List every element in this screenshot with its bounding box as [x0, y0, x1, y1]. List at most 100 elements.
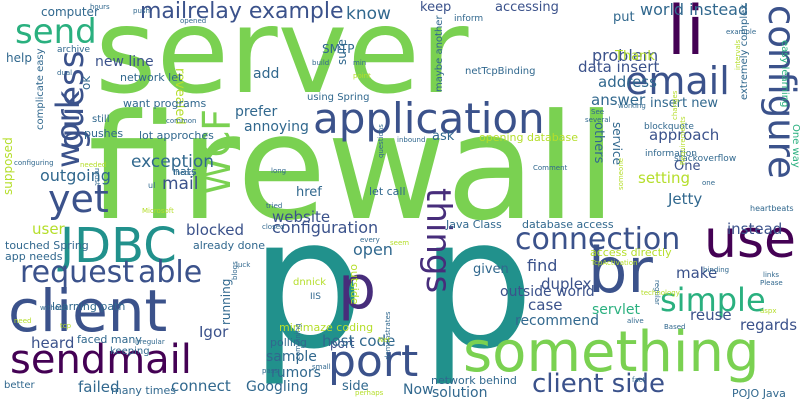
word-someone: someone [617, 157, 625, 190]
word-work: work [49, 90, 87, 168]
word-minimaze-coding: minimaze coding [279, 321, 374, 334]
word-duplex: duplex [541, 275, 592, 293]
word-example: example [726, 28, 757, 36]
word-must: must [93, 168, 101, 186]
word-binding: binding [703, 266, 730, 274]
word-nettcpbinding: netTcpBinding [465, 66, 536, 77]
word-app-needs: app needs [5, 250, 63, 263]
word-already-done: already done [193, 239, 266, 252]
word-net: Net [378, 336, 391, 344]
word-website: website [272, 208, 331, 226]
word-ask: ask [432, 129, 455, 144]
word-port-2: port [330, 337, 355, 351]
word-luck: luck [236, 261, 251, 269]
word-configuring: configuring [14, 159, 54, 167]
word-network-let: network let [120, 71, 183, 84]
word-reuse: reuse [690, 306, 732, 324]
word-approach: approach [649, 126, 720, 144]
word-p-small: p [338, 253, 377, 323]
word-googling: Googling [246, 379, 309, 395]
word-simple: simple [660, 281, 766, 319]
word-configuration: configuration [272, 218, 379, 237]
word-inform: inform [454, 14, 484, 24]
word-email: email [625, 59, 730, 103]
word-mail: mail [162, 174, 199, 194]
word-stackoverflow: stackoverflow [674, 154, 737, 164]
word-smtp: SMTP [322, 42, 355, 56]
word-based: Based [664, 323, 686, 331]
word-p-1: p [250, 180, 365, 389]
word-failed: failed [78, 378, 120, 396]
word-theory: theory [173, 169, 196, 177]
word-server: server [95, 0, 469, 120]
word-maybe-another: maybe another [434, 15, 445, 92]
word-find: find [527, 256, 558, 275]
word-sendmail: sendmail [10, 337, 192, 383]
word-blocked: blocked [186, 221, 245, 239]
word-pass: pass [262, 367, 279, 375]
word-thank: Thank [615, 49, 655, 64]
word-ul: ul [148, 181, 156, 190]
word-add: add [253, 66, 280, 82]
word-easy-learning: easy learning [779, 40, 790, 108]
word-recommend: recommend [515, 313, 599, 329]
word-answer: answer [591, 91, 646, 109]
word-long: long [271, 167, 287, 175]
word-client: client [8, 277, 168, 345]
word-opened: opened [180, 17, 207, 25]
word-outgoing: outgoing [40, 166, 111, 185]
word-tried: tried [266, 202, 283, 210]
word-without: without [40, 304, 67, 312]
word-port: port [328, 336, 419, 387]
word-jetty: Jetty [668, 190, 703, 208]
word-connection: connection [515, 222, 681, 257]
word-intervals: intervals [734, 39, 742, 70]
word-keep: keep [420, 0, 452, 15]
word-seem: seem [390, 239, 410, 247]
word-dnnick: dnnick [293, 277, 327, 288]
word-outside: outside [348, 264, 361, 305]
word-complicate-easy: complicate easy [35, 48, 46, 130]
word-learning-path: learning path [52, 300, 126, 313]
word-address: address [598, 73, 657, 91]
word-data-insert: data insert [578, 58, 660, 76]
word-microsoft: Microsoft [142, 207, 174, 215]
word-connect: connect [171, 377, 231, 395]
word-irregular: irregular [135, 338, 165, 346]
word-inbound: inbound [397, 136, 426, 144]
word-see: See [591, 108, 605, 116]
word-mailrelay-example: mailrelay example [140, 0, 344, 24]
word-network-behind: network behind [431, 374, 517, 387]
word-igor: Igor [199, 323, 229, 341]
word-small: small [312, 363, 331, 371]
word-pushes: pushes [84, 127, 124, 140]
word-still: still [92, 114, 110, 125]
word-polling: polling [270, 336, 307, 349]
word-heartbeats: heartbeats [750, 204, 794, 213]
word-running: running [219, 278, 233, 325]
word-servlet: servlet [592, 302, 640, 318]
word-br: br [588, 234, 653, 307]
word-problem: problem [592, 46, 659, 65]
word-many-times: many times [111, 384, 177, 397]
word-insert-new: insert new [650, 96, 719, 111]
word-changes: changes [671, 90, 679, 120]
word-jdbc: JDBC [60, 218, 177, 274]
word-now: Now [403, 382, 434, 398]
word-firewall: firewall [88, 83, 617, 253]
word-technology: technology [641, 289, 680, 297]
word-hours: hours [90, 3, 110, 11]
word-build: build [312, 59, 330, 67]
word-sure: sure [335, 39, 349, 65]
word-pojo-java: POJO Java [732, 387, 786, 400]
word-host-code: host code [322, 332, 396, 350]
word-something: something [463, 320, 760, 385]
word-setting: setting [638, 169, 691, 187]
word-combining: combining [294, 323, 302, 360]
word-requirements: Requirements [679, 116, 687, 165]
word-open: open [353, 240, 393, 259]
word-aspx: aspx [760, 307, 777, 315]
word-access-directly: access directly [590, 246, 672, 259]
word-working: working [618, 102, 646, 110]
word-let-call: let call [369, 185, 406, 198]
